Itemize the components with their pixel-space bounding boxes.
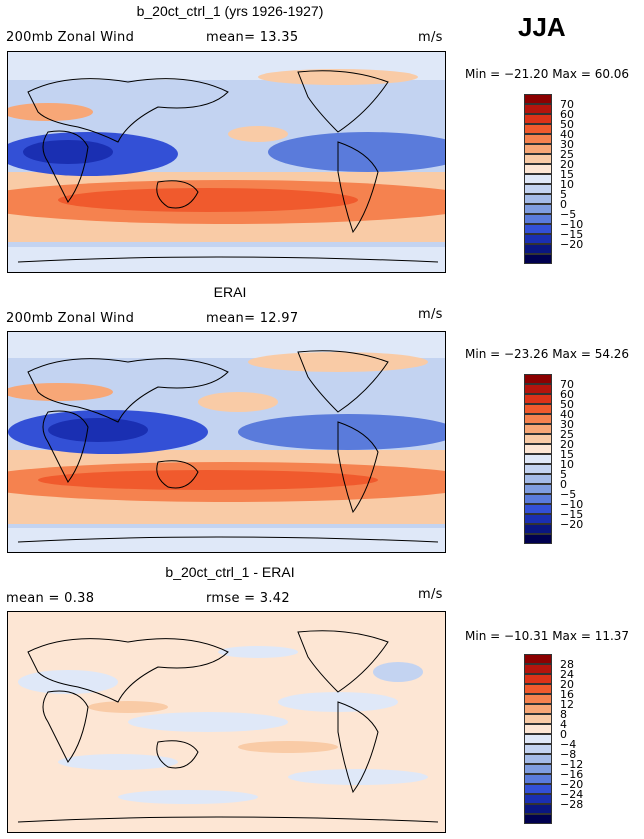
panel-3-colorbar (524, 654, 552, 824)
panel-2-map (0, 331, 488, 553)
colorbar-tick: 12 (560, 698, 574, 711)
panel-3-coastlines (17, 630, 439, 823)
colorbar-tick: 20 (560, 158, 574, 171)
panel-3-min-max: Min = −10.31 Max = 11.37 (465, 629, 630, 643)
panel-3-map-field (8, 612, 445, 832)
panel-3-mean-label: mean = 0.38 (6, 591, 95, 606)
colorbar-tick: −8 (560, 748, 577, 761)
colorbar-tick: −20 (560, 238, 584, 251)
colorbar-tick: 4 (560, 718, 567, 731)
colorbar-tick: 0 (560, 728, 567, 741)
colorbar-tick: 5 (560, 188, 567, 201)
colorbar-tick: −10 (560, 498, 584, 511)
panel-1-colorbar (524, 94, 552, 264)
colorbar-tick: −20 (560, 778, 584, 791)
colorbar-tick: −4 (560, 738, 577, 751)
panel-2-units: m/s (418, 307, 443, 322)
colorbar-tick: −15 (560, 228, 584, 241)
colorbar-tick: 40 (560, 408, 574, 421)
panel-1-map (0, 51, 488, 273)
colorbar-tick: −5 (560, 208, 577, 221)
colorbar-tick: −28 (560, 798, 584, 811)
colorbar-tick: 25 (560, 148, 574, 161)
colorbar-tick: 24 (560, 668, 574, 681)
colorbar-tick: 20 (560, 678, 574, 691)
panel-2-colorbar (524, 374, 552, 544)
colorbar-tick: −20 (560, 518, 584, 531)
panel-1-title: b_20ct_ctrl_1 (yrs 1926-1927) (136, 3, 324, 19)
panel-2-variable-label: 200mb Zonal Wind (6, 311, 135, 326)
colorbar-tick: 25 (560, 428, 574, 441)
colorbar-tick: 70 (560, 98, 574, 111)
colorbar-tick: 70 (560, 378, 574, 391)
colorbar-tick: 50 (560, 118, 574, 131)
panel-1-units: m/s (418, 30, 443, 45)
colorbar-tick: 0 (560, 478, 567, 491)
season-label: JJA (518, 12, 566, 42)
colorbar-tick: 5 (560, 468, 567, 481)
colorbar-tick: 30 (560, 138, 574, 151)
panel-1-coastlines (17, 70, 439, 263)
panel-1-variable-label: 200mb Zonal Wind (6, 30, 135, 45)
panel-2-colorbar-labels: 70 60 50 40 30 25 20 15 10 5 0 −5 −10 −1… (560, 378, 584, 531)
panel-3-map (7, 611, 446, 833)
colorbar-tick: −12 (560, 758, 584, 771)
colorbar-tick: 0 (560, 198, 567, 211)
colorbar-tick: 15 (560, 448, 574, 461)
panel-1-colorbar-labels: 70 60 50 40 30 25 20 15 10 5 0 −5 −10 −1… (560, 98, 584, 251)
colorbar-tick: 10 (560, 458, 574, 471)
panel-2-title: ERAI (213, 284, 247, 300)
panel-2-coastlines (17, 350, 439, 543)
colorbar-tick: 60 (560, 388, 574, 401)
panel-2-min-max: Min = −23.26 Max = 54.26 (465, 347, 630, 361)
colorbar-tick: 10 (560, 178, 574, 191)
colorbar-tick: 16 (560, 688, 574, 701)
colorbar-tick: −16 (560, 768, 584, 781)
panel-1-min-max: Min = −21.20 Max = 60.06 (465, 67, 630, 81)
panel-3-units: m/s (418, 587, 443, 602)
colorbar-tick: −10 (560, 218, 584, 231)
colorbar-tick: 40 (560, 128, 574, 141)
panel-2-mean-label: mean= 12.97 (206, 311, 299, 326)
panel-3-colorbar-labels: 28 24 20 16 12 8 4 0 −4 −8 −12 −16 −20 −… (560, 658, 584, 811)
colorbar-tick: −15 (560, 508, 584, 521)
colorbar-tick: 8 (560, 708, 567, 721)
colorbar-tick: 20 (560, 438, 574, 451)
colorbar-tick: 30 (560, 418, 574, 431)
panel-1-mean-label: mean= 13.35 (206, 30, 299, 45)
colorbar-tick: 28 (560, 658, 574, 671)
panel-3-title: b_20ct_ctrl_1 - ERAI (165, 564, 295, 580)
colorbar-tick: −24 (560, 788, 584, 801)
colorbar-tick: 15 (560, 168, 574, 181)
colorbar-tick: 60 (560, 108, 574, 121)
panel-2-map-field (0, 332, 488, 552)
colorbar-tick: −5 (560, 488, 577, 501)
colorbar-tick: 50 (560, 398, 574, 411)
panel-3-rmse-label: rmse = 3.42 (206, 591, 290, 606)
